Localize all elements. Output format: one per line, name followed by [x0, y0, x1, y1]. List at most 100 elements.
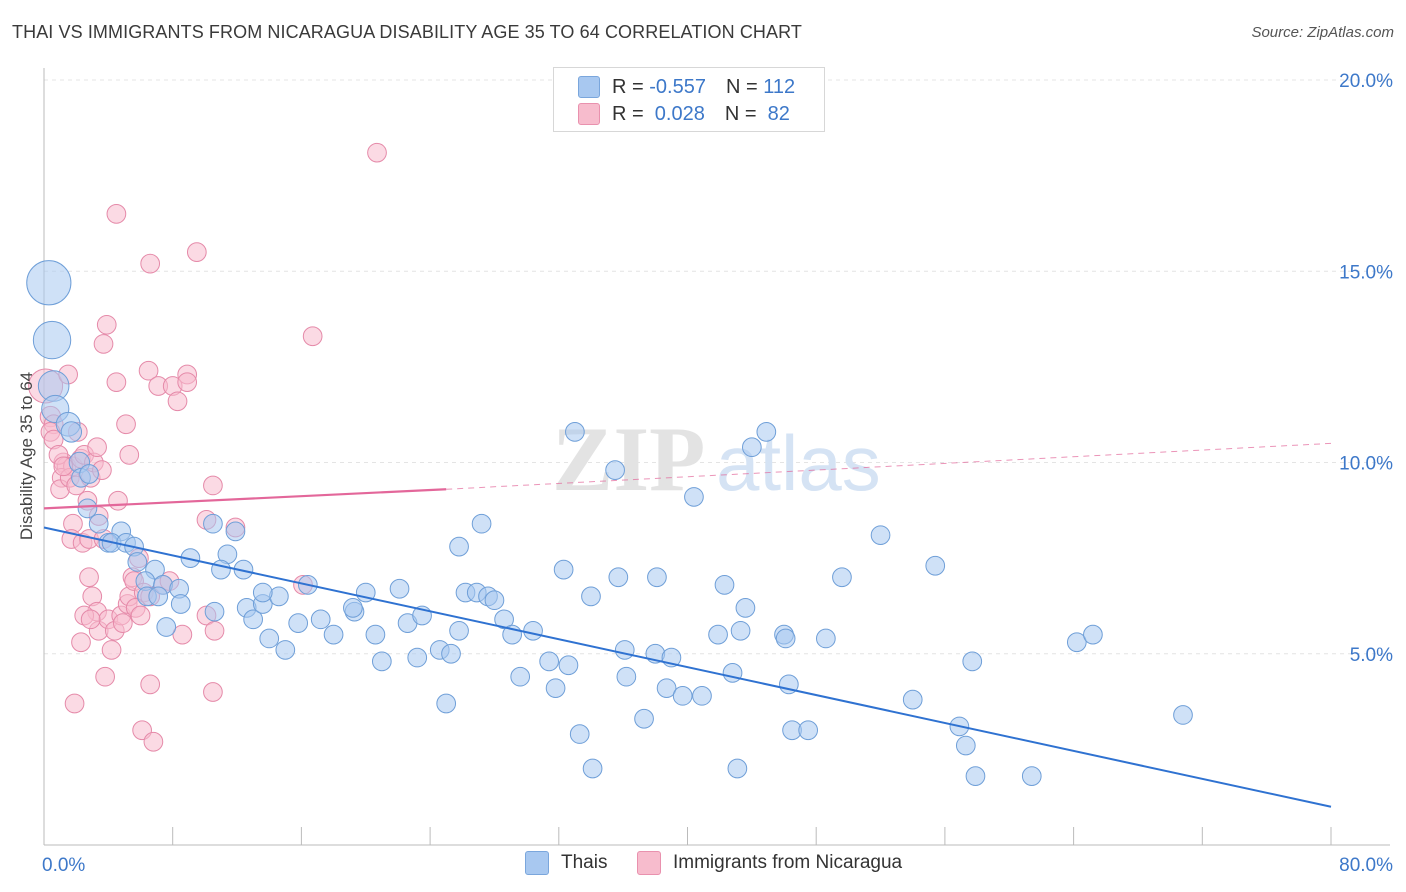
data-point: [742, 437, 762, 458]
legend-row-thais: R = -0.557 N = 112: [578, 74, 795, 100]
data-point: [106, 372, 127, 393]
data-point: [484, 590, 505, 611]
chart-title: THAI VS IMMIGRANTS FROM NICARAGUA DISABI…: [12, 22, 802, 42]
data-point: [722, 663, 743, 683]
data-point: [816, 628, 836, 649]
legend-n-label: N =: [725, 75, 764, 98]
y-tick-label: 10.0%: [1339, 454, 1393, 475]
data-point: [565, 422, 585, 442]
data-point: [389, 578, 410, 599]
data-point: [436, 693, 457, 714]
data-point: [775, 628, 796, 649]
data-point: [962, 651, 983, 672]
data-point: [80, 609, 101, 630]
data-point: [156, 617, 177, 637]
watermark: ZIP atlas: [552, 408, 881, 510]
data-point: [140, 253, 161, 274]
data-point: [441, 643, 461, 664]
data-point: [148, 586, 169, 607]
data-point: [140, 674, 161, 695]
legend-r-label: R =: [612, 102, 650, 125]
y-tick-label: 5.0%: [1350, 645, 1393, 666]
data-point: [371, 651, 392, 672]
data-point: [955, 735, 976, 756]
source-note: Source: ZipAtlas.com: [1251, 24, 1394, 41]
data-point: [523, 620, 543, 641]
data-point: [545, 678, 566, 699]
data-point: [310, 609, 331, 630]
data-point: [553, 559, 574, 580]
data-point: [902, 689, 923, 710]
data-point: [203, 475, 223, 496]
data-point: [259, 628, 280, 649]
data-point: [449, 620, 469, 641]
data-point: [832, 567, 852, 588]
data-point: [684, 487, 704, 507]
data-point: [71, 632, 91, 653]
tick-labels: 5.0% 10.0% 15.0% 20.0% 0.0% 80.0%: [42, 71, 1393, 876]
data-point: [365, 624, 386, 645]
data-point: [692, 685, 712, 706]
data-point: [106, 204, 127, 224]
data-point: [101, 640, 122, 660]
data-point: [211, 559, 231, 580]
data-point: [172, 624, 193, 645]
data-point: [343, 598, 363, 618]
data-point: [1021, 766, 1042, 787]
y-tick-label: 20.0%: [1339, 71, 1393, 92]
data-point: [186, 242, 207, 262]
data-point: [569, 724, 590, 744]
data-point: [708, 624, 728, 645]
axes: [43, 68, 1390, 846]
data-point: [581, 586, 601, 607]
data-point: [558, 655, 579, 676]
legend-row-nicaragua: R = 0.028 N = 82: [578, 101, 790, 127]
legend-r-value: -0.557: [649, 75, 706, 98]
x-tick-label: 0.0%: [42, 855, 85, 876]
data-point: [96, 314, 117, 335]
legend-swatch-thais: [525, 851, 549, 875]
data-point: [225, 521, 246, 542]
data-point: [130, 605, 151, 626]
data-point: [177, 372, 198, 393]
legend-item-nicaragua[interactable]: Immigrants from Nicaragua: [637, 851, 902, 875]
y-axis-label: Disability Age 35 to 64: [17, 371, 36, 541]
data-point: [735, 598, 756, 618]
correlation-legend: R = -0.557 N = 112 R = 0.028 N = 82: [553, 67, 825, 132]
legend-n-value: 112: [763, 75, 796, 98]
data-point: [494, 609, 514, 630]
data-point: [756, 422, 777, 442]
data-point: [138, 360, 159, 381]
data-point: [407, 647, 428, 668]
data-point: [203, 682, 223, 702]
data-point: [582, 758, 603, 779]
data-point: [112, 613, 133, 634]
legend-item-thais[interactable]: Thais: [525, 851, 607, 875]
data-point: [870, 525, 891, 546]
data-point: [79, 464, 99, 484]
legend-swatch-nicaragua: [578, 103, 600, 125]
legend-label-nicaragua: Immigrants from Nicaragua: [673, 852, 903, 873]
legend-n-label: N =: [724, 102, 763, 125]
data-point: [32, 320, 72, 360]
data-point: [798, 720, 819, 741]
data-point: [288, 613, 309, 634]
data-point: [647, 567, 667, 588]
data-point: [170, 594, 191, 614]
data-point: [730, 620, 751, 641]
data-point: [471, 513, 492, 534]
data-point: [449, 536, 469, 557]
data-point: [87, 437, 107, 458]
data-point: [614, 640, 635, 660]
data-point: [510, 666, 531, 687]
data-point: [605, 460, 625, 480]
data-point: [167, 391, 188, 412]
legend-r-value: 0.028: [649, 102, 705, 125]
data-point: [714, 575, 735, 595]
data-point: [60, 421, 83, 443]
data-point: [243, 609, 263, 630]
data-point: [965, 766, 986, 787]
trend-line-nicaragua: [43, 488, 447, 510]
data-point: [656, 678, 677, 699]
